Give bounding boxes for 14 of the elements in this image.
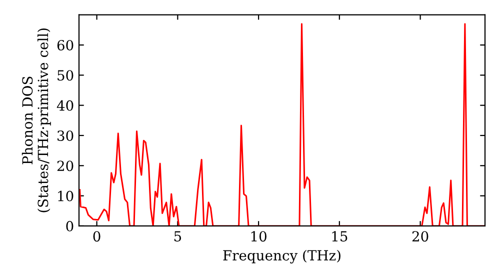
y-tick-label: 60 bbox=[57, 40, 74, 50]
y-tick-label: 50 bbox=[58, 70, 74, 81]
x-tick-label: 15 bbox=[332, 231, 348, 242]
x-tick-label: 20 bbox=[412, 231, 428, 242]
x-axis-title: Frequency (THz) bbox=[223, 250, 340, 264]
y-tick-label: 40 bbox=[56, 100, 74, 111]
y-tick-label: 20 bbox=[57, 160, 74, 172]
y-axis-title: Phonon DOS (States/THz·primitive cell) bbox=[22, 28, 51, 212]
x-tick-label: 10 bbox=[251, 231, 266, 242]
y-tick-label: 0 bbox=[66, 220, 74, 232]
y-tick-label: 10 bbox=[58, 190, 74, 202]
x-tick-label: 0 bbox=[93, 231, 100, 242]
x-tick-label: 5 bbox=[174, 231, 182, 242]
y-tick-label: 30 bbox=[58, 130, 74, 141]
